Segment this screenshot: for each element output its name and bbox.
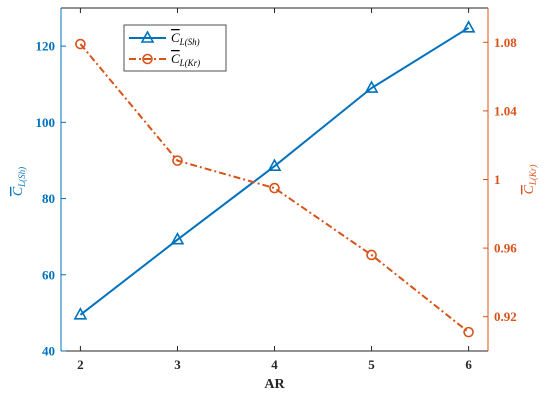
series-line-L(Kr) — [79, 43, 470, 333]
series-layer — [73, 20, 476, 338]
data-point-triangle — [73, 307, 88, 320]
x-tick-label: 6 — [465, 357, 472, 372]
left-y-axis: 40 60 80 100 120 CL(Sh) — [11, 8, 66, 359]
legend-marker-triangle — [140, 30, 155, 43]
right-tick-label: 1.04 — [494, 103, 517, 118]
data-point-circle — [269, 182, 280, 194]
left-tick-label: 120 — [36, 39, 56, 54]
legend-entry-sub: L(Sh) — [179, 37, 200, 47]
data-point-circle — [172, 155, 183, 166]
legend-box — [123, 24, 227, 72]
left-axis-title-sub: L(Sh) — [17, 167, 27, 188]
series-line-L(Sh) — [79, 26, 470, 316]
right-axis-title-base: C — [522, 184, 537, 194]
data-point-triangle — [364, 80, 379, 93]
data-point-triangle — [461, 20, 476, 33]
data-point-circle — [366, 249, 377, 261]
legend-entry-base: C — [171, 51, 180, 66]
legend-entry-label: CL(Sh) — [171, 30, 200, 47]
right-tick-label: 0.96 — [494, 241, 517, 256]
legend-marker-circle — [142, 53, 153, 65]
left-tick-label: 100 — [36, 115, 56, 130]
data-point-circle — [463, 326, 474, 338]
legend-entry-base: C — [171, 30, 180, 45]
x-tick-label: 5 — [368, 357, 375, 372]
x-tick-label: 2 — [77, 357, 84, 372]
right-tick-label: 1.08 — [494, 35, 517, 50]
right-tick-label: 0.92 — [494, 309, 517, 324]
data-point-circle — [75, 38, 86, 50]
data-point-triangle — [267, 158, 282, 171]
legend-entry-sub: L(Kr) — [179, 58, 201, 68]
left-tick-label: 40 — [42, 344, 55, 359]
x-axis-title: AR — [264, 377, 285, 392]
left-tick-label: 80 — [42, 191, 55, 206]
x-axis: 2 3 4 5 6 — [77, 8, 472, 372]
right-tick-label: 1 — [494, 172, 501, 187]
legend: CL(Sh)CL(Kr) — [123, 24, 227, 72]
right-axis-title: CL(Kr) — [522, 165, 538, 195]
left-axis-title: CL(Sh) — [11, 167, 27, 196]
left-axis-title-base: C — [11, 186, 26, 196]
right-y-axis: 0.92 0.96 1 1.04 1.08 CL(Kr) — [483, 8, 538, 351]
x-tick-label: 3 — [174, 357, 181, 372]
right-axis-title-sub: L(Kr) — [528, 165, 538, 187]
left-tick-label: 60 — [42, 267, 55, 282]
data-point-triangle — [170, 232, 185, 245]
x-tick-label: 4 — [271, 357, 278, 372]
legend-entry-label: CL(Kr) — [171, 51, 200, 68]
